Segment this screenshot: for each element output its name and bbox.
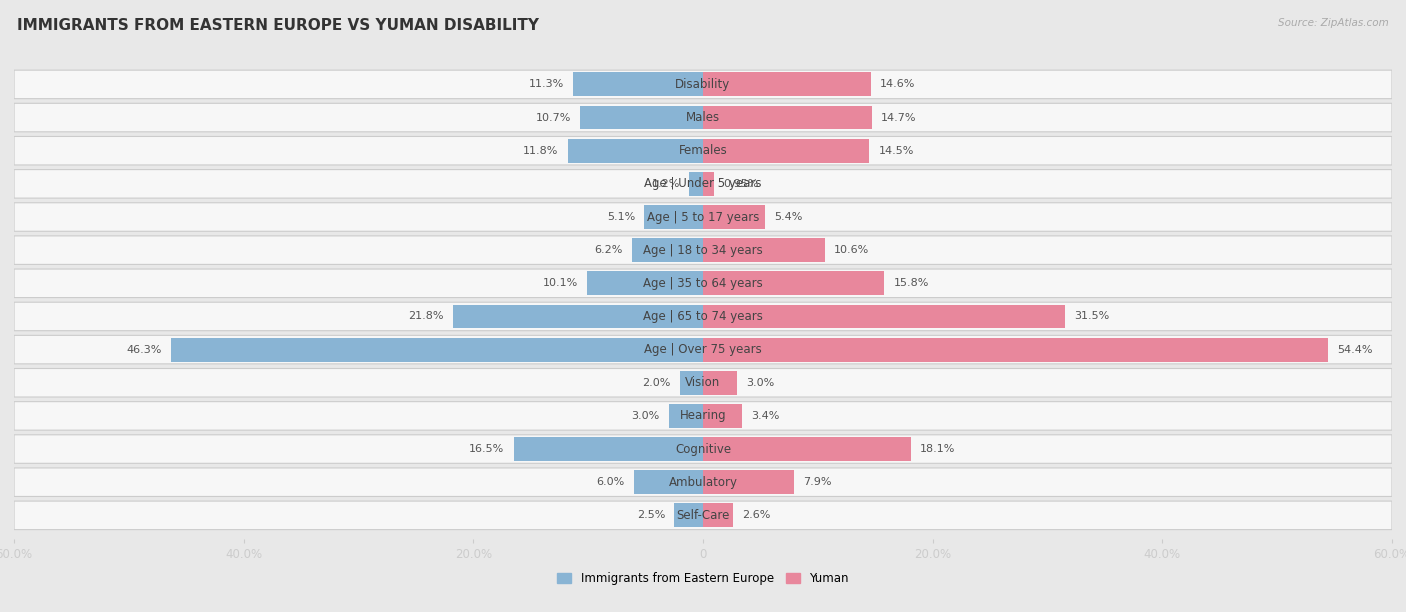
Bar	[681, 371, 703, 395]
Bar	[703, 172, 714, 196]
Text: Hearing: Hearing	[679, 409, 727, 422]
Text: 5.4%: 5.4%	[775, 212, 803, 222]
Text: 11.8%: 11.8%	[523, 146, 558, 155]
Text: 54.4%: 54.4%	[1337, 345, 1372, 354]
Text: 3.0%: 3.0%	[631, 411, 659, 421]
Text: Age | 65 to 74 years: Age | 65 to 74 years	[643, 310, 763, 323]
Bar	[631, 238, 703, 262]
Bar	[703, 139, 869, 163]
Bar	[574, 72, 703, 96]
FancyBboxPatch shape	[14, 435, 1392, 463]
Text: 2.6%: 2.6%	[742, 510, 770, 520]
Text: 31.5%: 31.5%	[1074, 312, 1109, 321]
Bar	[703, 371, 738, 395]
FancyBboxPatch shape	[14, 501, 1392, 529]
Text: Cognitive: Cognitive	[675, 442, 731, 455]
Text: 14.6%: 14.6%	[880, 80, 915, 89]
Text: Ambulatory: Ambulatory	[668, 476, 738, 489]
Bar	[172, 338, 703, 362]
Text: 11.3%: 11.3%	[529, 80, 564, 89]
Text: 5.1%: 5.1%	[607, 212, 636, 222]
Text: Age | Under 5 years: Age | Under 5 years	[644, 177, 762, 190]
Text: 46.3%: 46.3%	[127, 345, 162, 354]
FancyBboxPatch shape	[14, 170, 1392, 198]
Text: Age | Over 75 years: Age | Over 75 years	[644, 343, 762, 356]
Bar	[675, 504, 703, 528]
FancyBboxPatch shape	[14, 236, 1392, 264]
FancyBboxPatch shape	[14, 103, 1392, 132]
Text: 15.8%: 15.8%	[894, 278, 929, 288]
Text: 0.95%: 0.95%	[723, 179, 758, 189]
Text: 3.0%: 3.0%	[747, 378, 775, 388]
Text: Males: Males	[686, 111, 720, 124]
FancyBboxPatch shape	[14, 468, 1392, 496]
Bar	[703, 271, 884, 295]
Text: 18.1%: 18.1%	[920, 444, 956, 454]
Bar	[568, 139, 703, 163]
Bar	[634, 470, 703, 494]
Bar	[581, 106, 703, 130]
Bar	[703, 305, 1064, 329]
Bar	[703, 470, 794, 494]
Legend: Immigrants from Eastern Europe, Yuman: Immigrants from Eastern Europe, Yuman	[553, 567, 853, 590]
Text: Age | 18 to 34 years: Age | 18 to 34 years	[643, 244, 763, 256]
Text: Age | 5 to 17 years: Age | 5 to 17 years	[647, 211, 759, 223]
Text: 14.5%: 14.5%	[879, 146, 914, 155]
Bar	[703, 437, 911, 461]
Text: Source: ZipAtlas.com: Source: ZipAtlas.com	[1278, 18, 1389, 28]
FancyBboxPatch shape	[14, 203, 1392, 231]
Bar	[513, 437, 703, 461]
Bar	[669, 404, 703, 428]
Text: Age | 35 to 64 years: Age | 35 to 64 years	[643, 277, 763, 290]
FancyBboxPatch shape	[14, 269, 1392, 297]
Bar	[703, 504, 733, 528]
Text: Disability: Disability	[675, 78, 731, 91]
Text: Females: Females	[679, 144, 727, 157]
Text: 6.2%: 6.2%	[595, 245, 623, 255]
FancyBboxPatch shape	[14, 368, 1392, 397]
Text: 6.0%: 6.0%	[596, 477, 624, 487]
Text: 2.5%: 2.5%	[637, 510, 665, 520]
Text: 21.8%: 21.8%	[408, 312, 443, 321]
Bar	[703, 238, 825, 262]
Text: 14.7%: 14.7%	[882, 113, 917, 122]
Text: IMMIGRANTS FROM EASTERN EUROPE VS YUMAN DISABILITY: IMMIGRANTS FROM EASTERN EUROPE VS YUMAN …	[17, 18, 538, 34]
Bar	[703, 72, 870, 96]
Bar	[703, 404, 742, 428]
Bar	[703, 338, 1327, 362]
Bar	[703, 205, 765, 229]
Text: 10.6%: 10.6%	[834, 245, 869, 255]
FancyBboxPatch shape	[14, 335, 1392, 364]
Text: 10.7%: 10.7%	[536, 113, 571, 122]
Bar	[703, 106, 872, 130]
FancyBboxPatch shape	[14, 401, 1392, 430]
Bar	[689, 172, 703, 196]
Bar	[644, 205, 703, 229]
Bar	[453, 305, 703, 329]
Text: Vision: Vision	[685, 376, 721, 389]
FancyBboxPatch shape	[14, 70, 1392, 99]
FancyBboxPatch shape	[14, 302, 1392, 330]
Text: 2.0%: 2.0%	[643, 378, 671, 388]
FancyBboxPatch shape	[14, 136, 1392, 165]
Text: 1.2%: 1.2%	[651, 179, 681, 189]
Text: 16.5%: 16.5%	[470, 444, 505, 454]
Bar	[588, 271, 703, 295]
Text: Self-Care: Self-Care	[676, 509, 730, 522]
Text: 3.4%: 3.4%	[751, 411, 779, 421]
Text: 10.1%: 10.1%	[543, 278, 578, 288]
Text: 7.9%: 7.9%	[803, 477, 831, 487]
